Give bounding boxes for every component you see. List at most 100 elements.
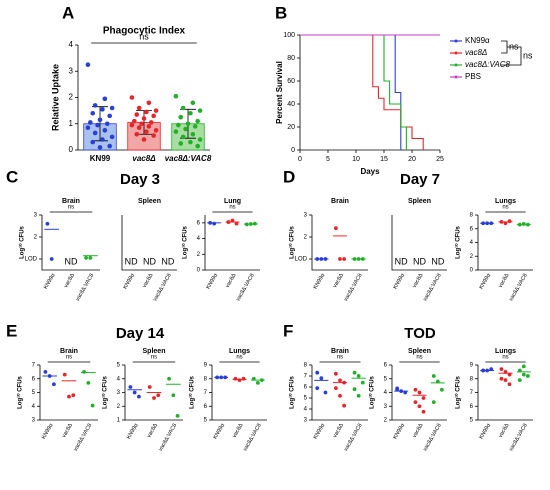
data-point <box>525 374 530 378</box>
panel-letter: B <box>275 3 287 22</box>
data-point <box>148 120 154 125</box>
x-tick-label: vac8Δ <box>225 272 238 289</box>
chart-title: Lung <box>224 198 241 205</box>
y-tick-label: 8 <box>204 376 208 382</box>
x-tick-label: KN99α <box>478 422 492 440</box>
data-point <box>413 400 418 405</box>
x-tick-label: KN99α <box>392 272 406 290</box>
x-tick-label: KN99α <box>205 272 219 290</box>
panel-letters: A B C D E F <box>6 3 295 340</box>
y-tick-label: LOD <box>25 257 38 263</box>
y-axis-label: Log¹⁰ CFUs <box>289 375 296 408</box>
data-point <box>439 387 444 392</box>
x-tick-label: KN99α <box>122 272 136 290</box>
y-tick-label: 4 <box>69 40 74 49</box>
x-tick-label: vac8Δ:VAC8 <box>235 273 256 303</box>
data-point <box>97 117 103 123</box>
data-point <box>97 145 103 150</box>
x-tick-label: vac8Δ:VAC8 <box>508 273 529 303</box>
x-tick-label: 15 <box>380 156 388 163</box>
nd-label: ND <box>413 256 426 266</box>
panel-letter: D <box>283 167 295 186</box>
legend-label: vac8Δ <box>465 48 487 57</box>
y-axis-label: Percent Survival <box>275 61 284 124</box>
data-point <box>178 114 184 120</box>
annotation: ns <box>509 41 519 51</box>
y-tick-label: 3 <box>69 66 74 75</box>
y-axis-label: Log¹⁰ CFUs <box>289 225 296 258</box>
data-point <box>197 108 203 113</box>
x-tick-label: KN99α <box>126 422 140 440</box>
y-tick-label: 5 <box>470 418 474 424</box>
y-tick-label: 2 <box>117 404 121 410</box>
chart-title: Brain <box>331 198 349 205</box>
legend-marker <box>454 75 458 79</box>
data-point <box>499 376 504 381</box>
chart-title: Spleen <box>143 348 166 355</box>
data-point <box>338 378 342 383</box>
y-tick-label: 100 <box>283 32 295 39</box>
y-tick-label: 3 <box>384 404 388 410</box>
y-tick-label: 8 <box>304 363 308 369</box>
data-point <box>82 369 86 374</box>
y-axis-label: Log¹⁰ CFUs <box>17 375 24 408</box>
group-title: Day 7 <box>400 171 440 188</box>
data-point <box>499 367 504 372</box>
axes <box>204 215 260 271</box>
data-point <box>417 390 422 395</box>
data-point <box>517 378 522 383</box>
data-point <box>88 120 93 125</box>
data-point <box>173 129 179 134</box>
data-point <box>521 222 526 226</box>
x-tick-label: KN99α <box>313 422 327 440</box>
data-point <box>129 122 135 128</box>
data-point <box>156 393 161 398</box>
legend-label: PBS <box>465 72 481 81</box>
x-tick-label: vac8Δ <box>412 422 425 439</box>
data-point <box>188 110 193 116</box>
data-point <box>315 370 320 375</box>
x-tick-label: vac8Δ <box>132 154 156 163</box>
chart-title: Spleen <box>138 198 161 205</box>
data-point <box>338 257 342 261</box>
axes <box>124 365 183 421</box>
data-point <box>62 372 67 377</box>
data-point <box>237 378 242 383</box>
x-tick-label: vac8Δ:VAC8 <box>343 273 364 303</box>
data-point <box>360 380 365 385</box>
y-tick-label: 0 <box>470 268 474 274</box>
y-tick-label: 9 <box>204 363 208 369</box>
data-point <box>107 143 112 149</box>
data-point <box>171 393 176 398</box>
y-tick-label: 5 <box>384 376 388 382</box>
data-point <box>45 221 50 226</box>
x-tick-label: 0 <box>298 156 302 163</box>
axes <box>77 45 210 151</box>
y-tick-label: 6 <box>470 404 474 410</box>
nd-label: ND <box>65 256 78 266</box>
data-point <box>212 221 217 226</box>
x-tick-label: KN99α <box>313 272 327 290</box>
x-tick-label: vac8Δ <box>332 422 345 439</box>
axes <box>211 365 267 421</box>
data-point <box>146 124 152 129</box>
x-tick-label: vac8Δ:VAC8 <box>508 423 529 453</box>
data-point <box>195 118 200 124</box>
panel-letter: F <box>283 321 293 340</box>
nd-label: ND <box>395 256 408 266</box>
data-point <box>129 95 135 100</box>
data-point <box>342 403 347 408</box>
x-tick-label: 25 <box>436 156 444 163</box>
data-point <box>92 130 98 136</box>
data-point <box>342 257 347 261</box>
y-tick-label: 60 <box>287 78 295 85</box>
annotation: ns <box>66 355 72 361</box>
data-point <box>92 103 98 108</box>
data-point <box>147 385 152 389</box>
chart-title: Spleen <box>408 198 431 205</box>
y-tick-label: 6 <box>197 220 201 226</box>
data-point <box>178 141 184 146</box>
data-point <box>180 134 186 140</box>
y-tick-label: 3 <box>304 213 308 219</box>
data-point <box>197 137 203 142</box>
